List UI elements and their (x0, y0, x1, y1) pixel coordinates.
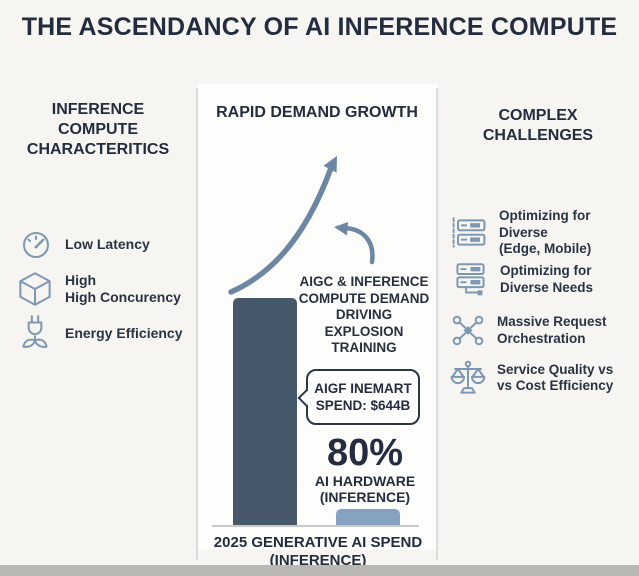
chart-axis-line (212, 525, 419, 527)
item-label: Optimizing for Diverse (Edge, Mobile) (499, 208, 592, 256)
chart-caption: 2025 GENERATIVE AI SPEND (INFERENCE) (213, 534, 423, 569)
item-label: Massive Request Orchestration (497, 314, 607, 346)
arrowhead-up-icon (323, 156, 337, 173)
stat-value: 80% (326, 432, 404, 474)
growth-curve-arrows (228, 156, 375, 295)
scale-icon (450, 360, 486, 396)
edge-devices-icon (450, 216, 488, 249)
plug-leaf-icon (18, 314, 52, 352)
item-label: Service Quality vs vs Cost Efficiency (497, 361, 614, 394)
cube-icon (18, 271, 52, 307)
stat-label-1: AI HARDWARE (314, 473, 416, 489)
right-column-header: COMPLEX CHALLENGES (482, 107, 594, 144)
orchestration-icon (450, 314, 486, 347)
item-label: High High Concurency (65, 272, 181, 305)
left-column-header: INFERENCE COMPUTE CHARACTERITICS (26, 101, 170, 158)
server-network-icon (452, 262, 489, 296)
bar-inference-hardware (336, 509, 400, 526)
list-item-diverse-needs: Optimizing for Diverse Needs (452, 262, 636, 297)
list-item-request-orchestration: Massive Request Orchestration (450, 314, 634, 347)
page-title: THE ASCENDANCY OF AI INFERENCE COMPUTE (21, 13, 618, 41)
column-divider-right (436, 88, 438, 560)
stat-label-2: (INFERENCE) (319, 489, 411, 505)
gauge-icon (20, 228, 52, 260)
item-label: Low Latency (65, 235, 150, 252)
center-column-header: RAPID DEMAND GROWTH (216, 104, 418, 121)
list-item-low-latency: Low Latency (20, 228, 192, 260)
column-divider-left (196, 88, 198, 560)
item-label: Optimizing for Diverse Needs (500, 263, 594, 295)
arrowhead-left-icon (334, 222, 348, 236)
demand-annotation: AIGC & INFERENCE COMPUTE DEMAND DRIVING … (298, 274, 430, 355)
bottom-edge-strip (0, 565, 639, 576)
spend-callout-bubble: AIGF INEMART SPEND: $644B (297, 369, 420, 425)
list-item-edge-mobile: Optimizing for Diverse (Edge, Mobile) (450, 208, 636, 258)
bar-training-spend (233, 298, 297, 526)
list-item-quality-vs-cost: Service Quality vs vs Cost Efficiency (450, 360, 634, 396)
list-item-high-concurrency: High High Concurency (18, 271, 194, 307)
item-label: Energy Efficiency (65, 324, 183, 341)
inference-stat: 80% AI HARDWARE (INFERENCE) (300, 433, 430, 505)
list-item-energy-efficiency: Energy Efficiency (18, 314, 194, 352)
